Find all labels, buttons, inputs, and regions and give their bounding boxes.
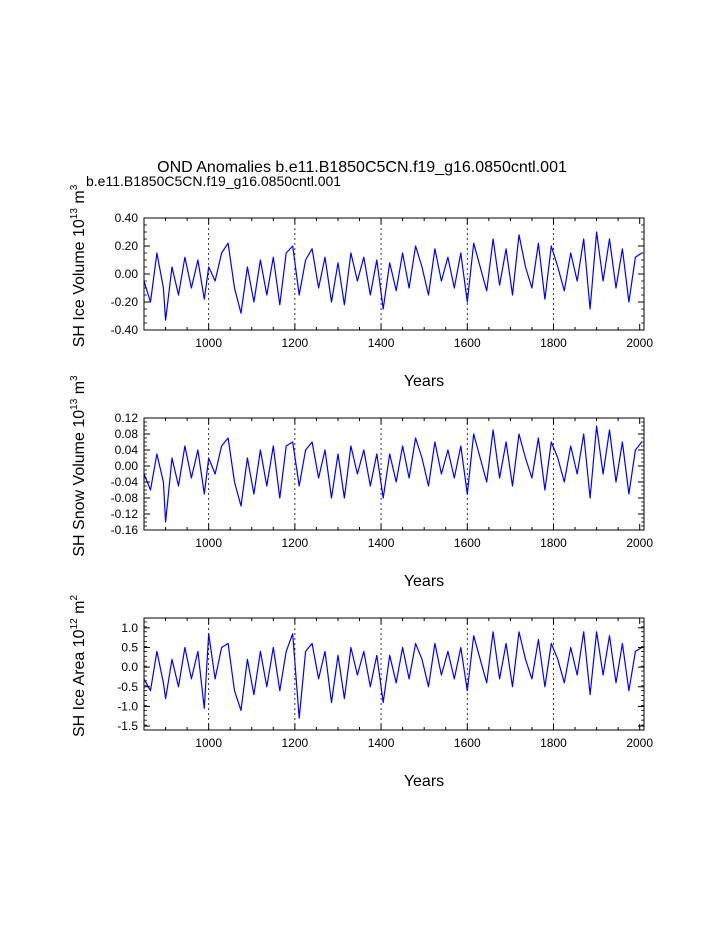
x-tick-label: 1400 [368, 336, 395, 350]
y-tick-label: 0.00 [115, 267, 139, 281]
y-axis-label-unit-exponent: 3 [69, 375, 80, 381]
x-tick-label: 1200 [282, 536, 309, 550]
x-axis-label: Years [404, 773, 444, 790]
y-tick-label: 1.0 [121, 621, 138, 635]
y-tick-label: -0.16 [111, 523, 139, 537]
y-tick-label: 0.04 [115, 443, 139, 457]
y-axis-label-text: SH Ice Volume 10 [71, 219, 88, 347]
panel-3: 1000 1200 1400 1600 1800 2000 -1.5 -1.0 -0.5 0.0 0… [69, 595, 653, 790]
y-axis-label-unit: m [71, 190, 88, 208]
y-tick-label: -0.08 [111, 491, 139, 505]
y-tick-label: 0.12 [115, 411, 139, 425]
y-axis-label-unit-exponent: 2 [69, 595, 80, 601]
x-tick-label: 2000 [626, 336, 653, 350]
y-axis-label: SH Ice Area 1012 m2 [69, 595, 88, 738]
x-tick-label: 2000 [626, 736, 653, 750]
plot-frame [143, 617, 645, 731]
x-tick-label: 1000 [195, 336, 222, 350]
series-line [143, 631, 643, 719]
x-tick-label: 1600 [454, 336, 481, 350]
panel-1: 1000 1200 1400 1600 1800 2000 -0.40 -0.20 0.00 0.… [69, 184, 653, 390]
x-axis-label: Years [404, 573, 444, 590]
x-tick-label: 1400 [368, 536, 395, 550]
series-line [143, 425, 643, 523]
x-axis-label: Years [404, 373, 444, 390]
x-tick-label: 1800 [540, 336, 567, 350]
y-axis-label-unit: m [71, 601, 88, 619]
y-tick-label: -0.12 [111, 507, 139, 521]
y-axis-label-exponent: 12 [69, 618, 80, 630]
y-tick-label: 0.40 [115, 211, 139, 225]
y-axis-label: SH Snow Volume 1013 m3 [69, 375, 88, 557]
y-tick-label: -0.40 [111, 323, 139, 337]
x-tick-label: 1200 [282, 736, 309, 750]
panel-2: 1000 1200 1400 1600 1800 2000 -0.16 -0.12 -0.08 -… [69, 375, 653, 590]
y-tick-label: 0.08 [115, 427, 139, 441]
y-tick-label: 0.5 [121, 640, 138, 654]
x-tick-label: 1800 [540, 536, 567, 550]
x-tick-label: 1600 [454, 736, 481, 750]
y-tick-label: -0.20 [111, 295, 139, 309]
x-tick-label: 1000 [195, 736, 222, 750]
x-tick-label: 1400 [368, 736, 395, 750]
y-axis-label-text: SH Snow Volume 10 [71, 410, 88, 557]
x-tick-label: 1000 [195, 536, 222, 550]
y-tick-label: -0.04 [111, 475, 139, 489]
x-tick-label: 2000 [626, 536, 653, 550]
y-tick-label: 0.20 [115, 239, 139, 253]
panels: 1000 1200 1400 1600 1800 2000 -0.40 -0.20 0.00 0.… [69, 184, 653, 790]
y-axis-label-exponent: 13 [69, 208, 80, 220]
x-tick-label: 1800 [540, 736, 567, 750]
y-axis-label-unit: m [71, 381, 88, 399]
x-tick-label: 1200 [282, 336, 309, 350]
y-axis-label: SH Ice Volume 1013 m3 [69, 184, 88, 347]
figure-subtitle: b.e11.B1850C5CN.f19_g16.0850cntl.001 [86, 173, 341, 189]
x-tick-label: 1600 [454, 536, 481, 550]
y-axis-label-exponent: 13 [69, 398, 80, 410]
series-line [143, 231, 643, 321]
y-tick-label: -0.5 [117, 680, 138, 694]
plot-frame [143, 217, 645, 331]
y-tick-label: 0.00 [115, 459, 139, 473]
y-axis-label-unit-exponent: 3 [69, 184, 80, 190]
y-axis-label-text: SH Ice Area 10 [71, 629, 88, 737]
figure-title: OND Anomalies b.e11.B1850C5CN.f19_g16.08… [157, 159, 567, 176]
y-tick-label: 0.0 [121, 660, 138, 674]
y-tick-label: -1.0 [117, 699, 138, 713]
y-tick-label: -1.5 [117, 719, 138, 733]
